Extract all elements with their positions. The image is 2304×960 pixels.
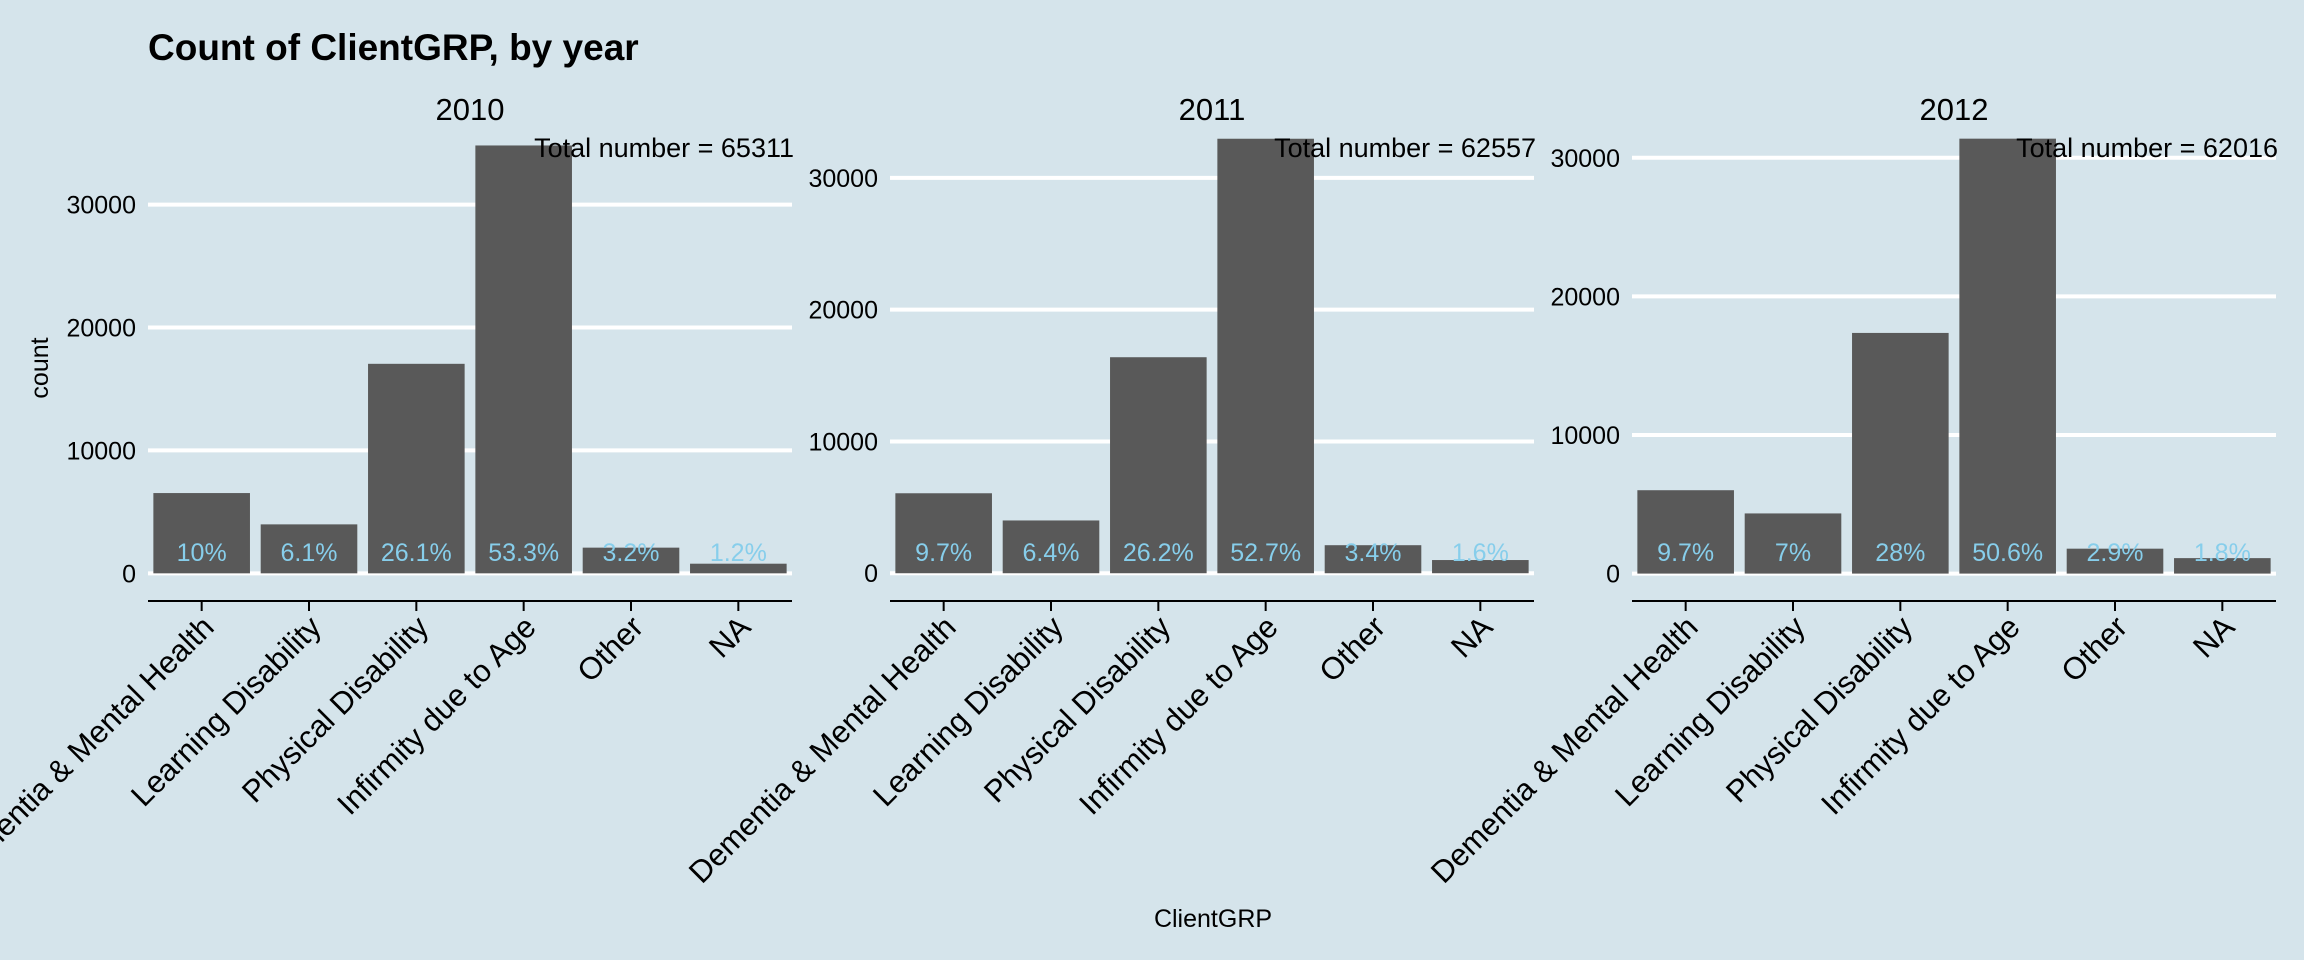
bar	[1324, 545, 1422, 574]
data-label: 2.9%	[2087, 539, 2144, 567]
total-annotation: Total number = 62016	[2016, 133, 2278, 163]
bar	[2174, 558, 2271, 574]
data-label: 6.1%	[281, 539, 338, 567]
bar	[1432, 560, 1529, 574]
data-label: 26.2%	[1123, 539, 1194, 567]
data-label: 9.7%	[1657, 539, 1714, 567]
facet-label: 2012	[1920, 92, 1989, 127]
data-label: 6.4%	[1023, 539, 1080, 567]
y-tick-label: 10000	[808, 428, 878, 456]
x-tick-label: Infirmity due to Age	[1814, 609, 2026, 821]
y-tick-label: 10000	[1550, 422, 1620, 450]
panel-2010: 0 10000 20000 30000 10% 6.1% 26.1% 53.3% 3.2% 1.2…	[0, 92, 794, 890]
x-tick-label: Learning Disability	[124, 609, 328, 813]
bar	[475, 145, 572, 574]
y-tick-label: 30000	[66, 192, 136, 220]
y-tick-label: 30000	[808, 165, 878, 193]
x-tick-label: NA	[702, 609, 757, 664]
x-tick-label: Infirmity due to Age	[1072, 609, 1284, 821]
data-label: 7%	[1775, 539, 1811, 567]
data-label: 26.1%	[381, 539, 452, 567]
y-tick-label: 0	[122, 560, 136, 588]
total-annotation: Total number = 62557	[1274, 133, 1536, 163]
bar	[895, 493, 992, 574]
data-label: 9.7%	[915, 539, 972, 567]
data-label: 3.4%	[1345, 539, 1402, 567]
bar	[1852, 332, 1949, 574]
bar	[368, 363, 465, 574]
chart-title: Count of ClientGRP, by year	[148, 27, 639, 68]
x-tick-label: Learning Disability	[1608, 609, 1812, 813]
facet-label: 2011	[1179, 92, 1246, 127]
panel-2011: 0 10000 20000 30000 9.7% 6.4% 26.2% 52.7% 3.4% 1.…	[682, 92, 1536, 890]
bar	[1637, 490, 1734, 574]
bar	[690, 563, 787, 574]
x-tick-label: NA	[1444, 609, 1499, 664]
y-tick-label: 20000	[1550, 283, 1620, 311]
bar	[2066, 548, 2164, 574]
bar	[260, 524, 358, 574]
x-tick-label: Physical Disability	[977, 609, 1178, 810]
data-label: 53.3%	[488, 539, 559, 567]
chart-panels: 0 10000 20000 30000 10% 6.1% 26.1% 53.3% 3.2% 1.2…	[0, 92, 2278, 890]
x-tick-label: NA	[2186, 609, 2241, 664]
bar	[1217, 138, 1314, 574]
data-label: 1.6%	[1452, 539, 1509, 567]
data-label: 10%	[177, 539, 227, 567]
y-tick-label: 30000	[1550, 145, 1620, 173]
y-tick-label: 20000	[66, 315, 136, 343]
data-label: 1.8%	[2194, 539, 2251, 567]
x-axis-title: ClientGRP	[1154, 905, 1272, 933]
data-label: 28%	[1875, 539, 1925, 567]
data-label: 3.2%	[603, 539, 660, 567]
bar	[153, 493, 250, 574]
bar	[1002, 520, 1100, 574]
x-tick-label: Other	[1312, 609, 1392, 689]
x-tick-label: Infirmity due to Age	[330, 609, 542, 821]
x-tick-label: Physical Disability	[1719, 609, 1920, 810]
x-tick-label: Learning Disability	[866, 609, 1070, 813]
y-axis-title: count	[26, 337, 54, 398]
data-label: 52.7%	[1230, 539, 1301, 567]
x-tick-label: Other	[2054, 609, 2134, 689]
data-label: 1.2%	[710, 539, 767, 567]
bar	[1744, 513, 1842, 574]
facet-label: 2010	[436, 92, 505, 127]
y-tick-label: 20000	[808, 297, 878, 325]
total-annotation: Total number = 65311	[534, 133, 794, 163]
bar	[582, 547, 680, 574]
y-tick-label: 10000	[66, 437, 136, 465]
y-tick-label: 0	[864, 560, 878, 588]
y-tick-label: 0	[1606, 561, 1620, 589]
x-tick-label: Physical Disability	[235, 609, 436, 810]
bar	[1959, 138, 2056, 574]
bar	[1110, 357, 1207, 574]
x-tick-label: Other	[570, 609, 650, 689]
data-label: 50.6%	[1972, 539, 2043, 567]
